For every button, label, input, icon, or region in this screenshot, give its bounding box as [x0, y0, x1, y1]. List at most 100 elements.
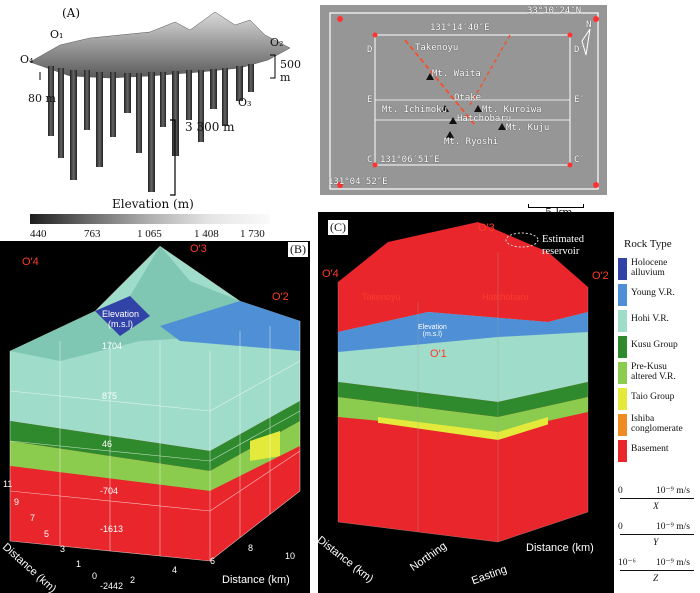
terrain-wells-illustration — [29, 11, 291, 196]
map-letter-e-prime: E′ — [574, 95, 585, 105]
panel-c-x-axis-label: Distance (km) — [526, 542, 594, 554]
panel-c-o2: O′2 — [592, 270, 609, 282]
scale-z-zero: 10⁻⁶ — [618, 558, 636, 568]
panel-b-x-tick: 2 — [130, 575, 136, 585]
scale-x-zero: 0 — [618, 486, 623, 496]
legend-label-holocene: Holocene alluvium — [631, 258, 668, 278]
panel-b-elev-tick: -2442 — [100, 581, 124, 591]
panel-b-elev-tick: -704 — [100, 486, 119, 496]
legend-swatch-ishiba — [618, 414, 627, 436]
panel-a-label: (A) — [62, 6, 81, 20]
panel-b-label: (B) — [288, 242, 308, 257]
velocity-scales: 0 10⁻⁹ m/s X 0 10⁻⁹ m/s Y 10⁻⁶ 10⁻⁹ m/s … — [618, 484, 698, 584]
map-lon-bottom-2: 131°04′52″E — [328, 177, 388, 187]
map-letter-c-prime: C′ — [574, 155, 585, 165]
map-place-ryoshi: Mt. Ryoshi — [444, 137, 499, 147]
legend-label-hohi: Hohi V.R. — [631, 314, 669, 324]
panel-b-elev-tick: -1613 — [100, 524, 124, 534]
location-map: 131°14′40″E 33°10′24″N 131°04′52″E 131°0… — [320, 5, 607, 195]
panel-b-block — [9, 246, 301, 562]
panel-c-hatchobaru: Hatchobaru — [482, 292, 529, 302]
legend-swatch-kusu — [618, 336, 627, 358]
map-letter-e: E — [367, 95, 373, 105]
scale-y-zero: 0 — [618, 522, 623, 532]
panel-b-x-tick: 8 — [248, 543, 254, 553]
panel-b-elev-tick: 1704 — [102, 341, 123, 351]
map-place-kuju: Mt. Kuju — [506, 123, 550, 133]
legend-label-ishiba: Ishiba conglomerate — [631, 414, 683, 434]
panel-c-o4: O′4 — [322, 268, 339, 280]
well-bores — [48, 64, 254, 192]
colorbar-tick: 440 — [30, 228, 47, 240]
elevation-colorbar — [30, 214, 270, 224]
panel-b-elevation-title: Elevation (m.s.l) — [102, 309, 140, 329]
point-o4-label: O₄ — [20, 53, 34, 66]
legend-title: Rock Type — [624, 238, 672, 250]
map-lat-top-right: 33°10′24″N — [527, 6, 582, 16]
scale-y-value: 10⁻⁹ m/s — [656, 522, 690, 532]
depth-bracket-500 — [270, 54, 276, 79]
panel-b-x-axis-label: Distance (km) — [222, 574, 290, 586]
map-place-ichimoku: Mt. Ichimoku — [382, 105, 448, 115]
legend-label-young: Young V.R. — [631, 288, 675, 298]
legend-swatch-holocene — [618, 258, 627, 280]
panel-b-elev-tick: 875 — [102, 391, 118, 401]
map-letter-d: D — [367, 45, 373, 55]
depth-500-label: 500 m — [280, 58, 301, 84]
point-o1-label: O₁ — [50, 28, 64, 41]
scale-x-value: 10⁻⁹ m/s — [656, 486, 690, 496]
colorbar-title: Elevation (m) — [112, 197, 194, 211]
colorbar-tick: 1 408 — [194, 228, 219, 240]
legend-label-kusu: Kusu Group — [631, 340, 678, 350]
depth-3300-label: 3 300 m — [185, 120, 235, 134]
legend-swatch-prekusu — [618, 362, 627, 384]
panel-c-takenoyu: Takenoyu — [362, 292, 401, 302]
point-o2-label: O₂ — [270, 36, 284, 49]
point-o3-label: O₃ — [238, 96, 252, 109]
panel-b-y-tick: 3 — [60, 544, 66, 554]
legend-swatch-hohi — [618, 310, 627, 332]
map-place-waita: Mt. Waita — [432, 69, 481, 79]
panel-a-well-diagram: (A) O₁ O₂ O₃ O₄ 500 m 80 m 3 300 m Eleva… — [0, 0, 301, 240]
scale-x-axis: X — [653, 502, 659, 512]
colorbar-tick: 1 065 — [137, 228, 162, 240]
panel-c-label: (C) — [328, 220, 348, 235]
scale-z-value: 10⁻⁹ m/s — [656, 558, 690, 568]
legend-label-prekusu: Pre-Kusu altered V.R. — [631, 362, 676, 382]
legend-label-basement: Basement — [631, 444, 669, 454]
estimated-reservoir-label: Estimated reservoir — [542, 234, 584, 257]
panel-b-y-tick: 9 — [14, 497, 20, 507]
map-overlay — [320, 5, 607, 195]
panel-b-y-tick: 5 — [44, 529, 50, 539]
map-lon-bottom-1: 131°06′51″E — [380, 155, 440, 165]
scale-y-axis: Y — [653, 538, 659, 548]
panel-c-block — [337, 222, 589, 543]
panel-b-x-tick: 4 — [172, 565, 178, 575]
panel-b-x-tick: 6 — [210, 556, 216, 566]
panel-b-3d-model: (B) O′4 O′3 O′2 Elevation (m.s.l) 1704 8… — [0, 241, 310, 593]
legend-swatch-basement — [618, 440, 627, 462]
scale-z-axis: Z — [653, 574, 659, 584]
panel-b-y-tick: 11 — [3, 479, 13, 489]
rock-type-legend: Rock Type Holocene alluvium Young V.R. H… — [618, 232, 700, 593]
scale-z-line — [620, 570, 694, 571]
map-north-letter: N — [586, 20, 592, 30]
panel-b-x-tick: 10 — [285, 551, 296, 561]
panel-b-elev-tick: 46 — [102, 439, 113, 449]
map-place-otake: Otake — [454, 93, 482, 103]
depth-80-label: 80 m — [28, 92, 56, 105]
map-letter-d-prime: D′ — [574, 45, 585, 55]
panel-b-y-tick: 1 — [76, 559, 82, 569]
panel-b-o2: O′2 — [272, 291, 289, 303]
colorbar-tick: 1 730 — [240, 228, 265, 240]
panel-c-o1: O′1 — [430, 348, 447, 360]
legend-swatch-taio — [618, 388, 627, 410]
map-place-kuroiwa: Mt. Kuroiwa — [482, 105, 542, 115]
panel-b-x-tick: 0 — [92, 571, 98, 581]
panel-b-o4: O′4 — [22, 256, 39, 268]
map-place-takenoyu: Takenoyu — [415, 43, 459, 53]
panel-b-y-tick: 7 — [30, 513, 36, 523]
colorbar-tick: 763 — [84, 228, 101, 240]
panel-c-o3: O′3 — [478, 222, 495, 234]
scale-y-line — [620, 534, 694, 535]
